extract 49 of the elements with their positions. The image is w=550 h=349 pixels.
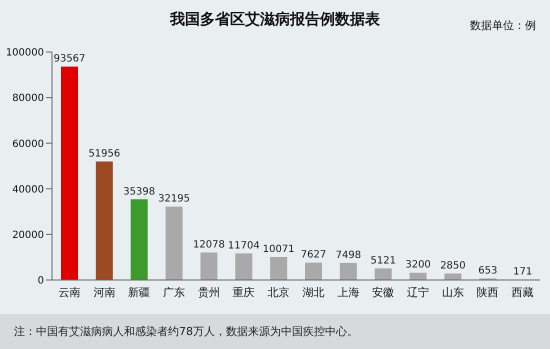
data-label: 10071 [262, 244, 295, 256]
data-label: 93567 [54, 54, 86, 65]
bar [340, 262, 357, 280]
x-tick-label: 上海 [337, 286, 360, 299]
x-tick-label: 湖北 [302, 286, 324, 299]
y-tick-label: 100000 [6, 48, 44, 59]
x-tick-label: 山东 [442, 286, 464, 299]
x-tick-label: 重庆 [232, 286, 255, 299]
chart-title: 我国多省区艾滋病报告例数据表 [170, 10, 380, 28]
data-label: 12078 [193, 239, 225, 250]
x-tick-label: 云南 [58, 286, 80, 299]
y-tick-label: 20000 [12, 230, 44, 241]
chart-subtitle: 数据单位：例 [470, 18, 536, 33]
x-tick-label: 西藏 [512, 286, 534, 299]
x-tick-label: 陕西 [476, 286, 499, 299]
bar [305, 262, 322, 280]
y-tick-label: 80000 [12, 93, 44, 104]
y-tick-label: 60000 [12, 138, 44, 150]
data-label: 3200 [405, 260, 431, 271]
data-label: 11704 [228, 240, 260, 252]
x-tick-label: 北京 [268, 286, 290, 299]
data-label: 35398 [123, 186, 156, 198]
bar [200, 252, 218, 280]
data-label: 5121 [370, 255, 396, 266]
x-tick-label: 广东 [163, 286, 185, 299]
bar [270, 257, 288, 280]
text: 注：中国有艾滋病病人和感染者约78万人，数据来源为中国疾控中心。 [14, 324, 358, 339]
bar [130, 199, 148, 280]
data-label: 32195 [158, 194, 190, 205]
data-label: 7627 [300, 250, 326, 261]
data-label: 171 [513, 266, 532, 278]
x-tick-label: 贵州 [198, 286, 220, 299]
bar [374, 268, 392, 280]
x-tick-label: 安徽 [372, 286, 394, 299]
x-tick-label: 河南 [93, 286, 116, 299]
bar [166, 206, 183, 280]
y-tick-label: 0 [38, 276, 44, 287]
bar [410, 272, 427, 280]
x-tick-label: 新疆 [128, 286, 150, 299]
bar [235, 253, 252, 280]
x-tick-label: 辽宁 [407, 286, 429, 299]
data-label: 51956 [88, 148, 120, 160]
bar [444, 274, 462, 280]
data-label: 7498 [336, 250, 362, 261]
data-label: 653 [478, 266, 498, 277]
bar [96, 162, 113, 280]
data-label: 2850 [440, 260, 466, 272]
bar [61, 66, 78, 280]
y-tick-label: 40000 [12, 184, 44, 196]
